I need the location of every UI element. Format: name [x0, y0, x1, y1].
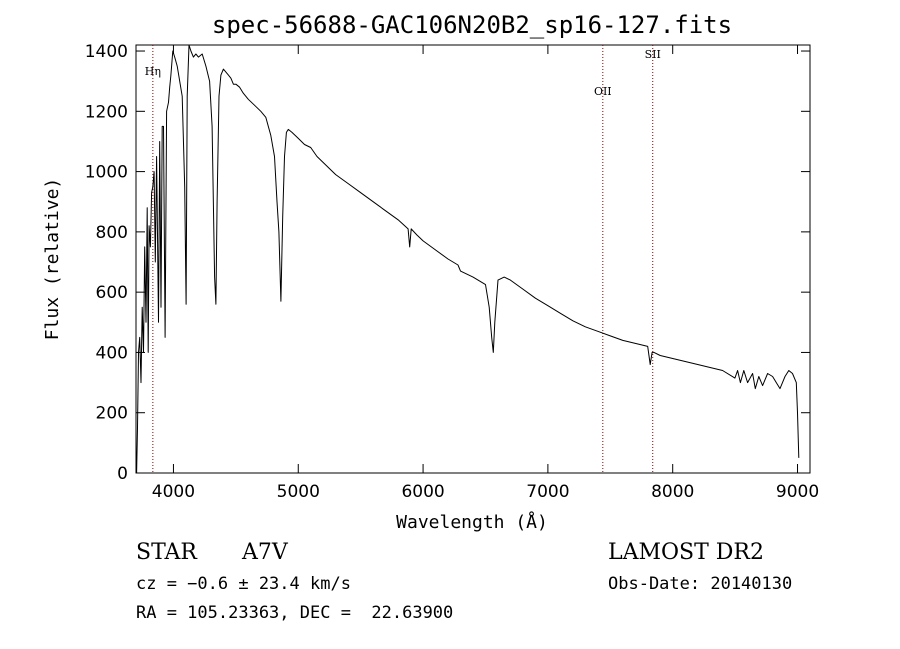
x-tick-label: 5000: [277, 482, 320, 502]
x-axis-label: Wavelength (Å): [396, 511, 548, 533]
survey-name: LAMOST DR2: [608, 540, 764, 565]
spectral-line-label: OII: [594, 85, 612, 98]
spectral-line-label: SII: [645, 48, 661, 61]
x-tick-label: 8000: [651, 482, 694, 502]
spectral-class: A7V: [242, 540, 288, 565]
x-tick-label: 9000: [776, 482, 819, 502]
y-tick-label: 200: [96, 404, 128, 424]
y-tick-label: 1200: [85, 102, 128, 122]
y-tick-label: 1000: [85, 163, 128, 183]
chart-title: spec-56688-GAC106N20B2_sp16-127.fits: [212, 11, 732, 39]
x-tick-label: 6000: [401, 482, 444, 502]
y-tick-label: 600: [96, 283, 128, 303]
x-tick-label: 7000: [526, 482, 569, 502]
obs-date: Obs-Date: 20140130: [608, 574, 793, 594]
y-axis-label: Flux (relative): [42, 178, 63, 341]
spectral-line-label: Hη: [145, 65, 161, 78]
y-tick-label: 0: [117, 464, 128, 484]
spectrum-line: [136, 44, 800, 474]
y-tick-label: 400: [96, 343, 128, 363]
object-type: STAR: [136, 540, 197, 565]
y-tick-label: 1400: [85, 42, 128, 62]
spectral-line-markers: Hη OII SII: [145, 45, 661, 473]
y-tick-label: 800: [96, 223, 128, 243]
spectrum-series: [136, 44, 800, 474]
redshift-text: cz = −0.6 ± 23.4 km/s: [136, 574, 351, 594]
axis-ticks: 4000 5000 6000 7000 8000 9000 0 200 400 600 800 100…: [85, 42, 819, 502]
x-tick-label: 4000: [152, 482, 195, 502]
coordinates: RA = 105.23363, DEC = 22.63900: [136, 603, 454, 623]
plot-frame: [135, 44, 811, 474]
